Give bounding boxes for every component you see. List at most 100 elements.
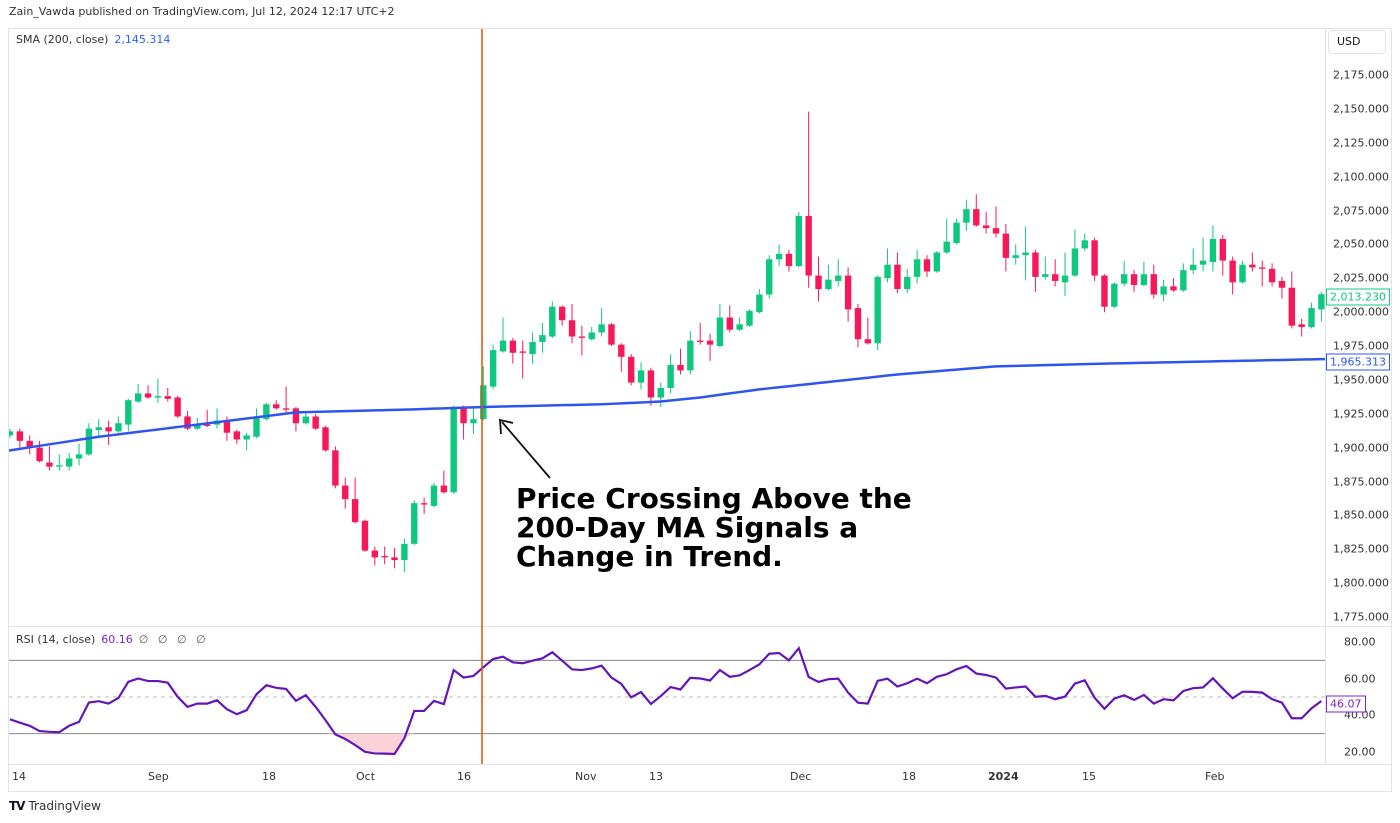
- candle-body: [480, 385, 487, 420]
- candle: [1051, 259, 1059, 287]
- candle: [963, 199, 970, 231]
- candle-body: [1219, 238, 1226, 261]
- oversold-fill: [10, 733, 1322, 754]
- candle: [480, 366, 487, 421]
- candle-body: [933, 252, 941, 272]
- candle-body: [263, 404, 270, 420]
- candle-body: [243, 435, 250, 440]
- candle: [430, 482, 438, 508]
- candle: [835, 259, 842, 287]
- candle: [273, 400, 280, 410]
- candle-body: [815, 275, 822, 290]
- annotation-arrow: [499, 418, 551, 479]
- chart-frame: [8, 28, 1392, 792]
- footer[interactable]: TV TradingView: [9, 799, 101, 813]
- candle: [637, 362, 645, 390]
- candle-body: [292, 408, 300, 424]
- candle: [913, 249, 921, 284]
- candle: [95, 419, 102, 436]
- candle: [519, 340, 526, 379]
- candle-body: [1032, 252, 1039, 277]
- candle: [558, 305, 566, 326]
- candle-body: [95, 427, 102, 431]
- candle-body: [115, 423, 122, 432]
- candle: [342, 477, 349, 509]
- candle-body: [401, 543, 408, 561]
- candle-body: [1101, 275, 1108, 307]
- candle: [1170, 278, 1177, 292]
- time-tick-label: Sep: [148, 770, 169, 783]
- candle-body: [470, 419, 477, 424]
- candle: [1278, 276, 1286, 299]
- currency-button[interactable]: USD: [1328, 30, 1386, 54]
- candle-body: [884, 264, 891, 279]
- candle: [381, 546, 388, 565]
- time-tick-label: 2024: [988, 770, 1019, 783]
- candle: [1042, 256, 1049, 280]
- price-tick-label: 2,075.000: [1333, 204, 1389, 217]
- price-tick-label: 1,850.000: [1333, 508, 1389, 522]
- candle: [588, 327, 595, 341]
- candle-body: [253, 417, 260, 437]
- candle: [795, 211, 802, 268]
- candle-body: [1259, 267, 1266, 269]
- candle: [401, 538, 408, 573]
- sma-legend[interactable]: SMA (200, close) 2,145.314: [16, 33, 170, 46]
- candle-body: [1061, 275, 1069, 283]
- candle: [65, 453, 73, 471]
- candle: [233, 430, 240, 444]
- time-tick-label: 18: [902, 770, 916, 783]
- candle: [568, 303, 576, 344]
- price-tick-label: 1,950.000: [1333, 373, 1389, 387]
- candle: [1071, 229, 1079, 277]
- candle: [332, 446, 339, 489]
- candle-body: [716, 317, 724, 346]
- candle-body: [371, 550, 379, 558]
- candle: [815, 256, 822, 302]
- candle: [1160, 279, 1167, 302]
- candle-body: [785, 253, 793, 267]
- candle-body: [144, 393, 152, 398]
- candle-body: [1042, 274, 1049, 277]
- candle-body: [194, 424, 201, 429]
- candle: [1091, 237, 1098, 281]
- candle: [992, 206, 1000, 238]
- time-tick-label: Oct: [356, 770, 376, 783]
- price-tick-label: 2,000.000: [1333, 305, 1389, 319]
- candle: [56, 454, 63, 471]
- last-price-tag: 2,013.230: [1326, 288, 1390, 306]
- price-tick-label: 1,925.000: [1333, 407, 1389, 421]
- candle: [1190, 248, 1197, 275]
- candle-body: [1308, 308, 1315, 328]
- candle-body: [1071, 248, 1079, 276]
- sma-legend-value: 2,145.314: [114, 33, 171, 46]
- candle: [716, 303, 724, 348]
- candle-body: [381, 556, 388, 558]
- rsi-legend[interactable]: RSI (14, close) 60.16 ∅ ∅ ∅ ∅: [16, 633, 209, 646]
- candle: [1150, 264, 1157, 299]
- candle: [134, 383, 142, 403]
- rsi-line: [9, 646, 1323, 756]
- candle: [509, 337, 517, 364]
- price-tick-label: 2,125.000: [1333, 136, 1389, 150]
- candle-body: [667, 364, 674, 389]
- candle-body: [420, 503, 428, 505]
- candle-body: [687, 340, 694, 371]
- candle-body: [1002, 233, 1010, 258]
- candle: [539, 322, 546, 353]
- candle: [420, 497, 428, 515]
- candle: [1259, 260, 1266, 287]
- candle-body: [322, 427, 329, 451]
- candle: [647, 367, 655, 406]
- candle: [154, 378, 162, 403]
- candle-body: [1022, 252, 1029, 256]
- rsi-tick-label: 20.00: [1344, 745, 1376, 759]
- candle-body: [943, 241, 950, 253]
- rsi-legend-extra: ∅ ∅ ∅ ∅: [138, 633, 209, 646]
- candle-body: [618, 344, 625, 357]
- candle: [618, 343, 625, 372]
- candle: [115, 416, 122, 433]
- candle-body: [184, 416, 191, 429]
- publish-info: Zain_Vawda published on TradingView.com,…: [9, 5, 395, 18]
